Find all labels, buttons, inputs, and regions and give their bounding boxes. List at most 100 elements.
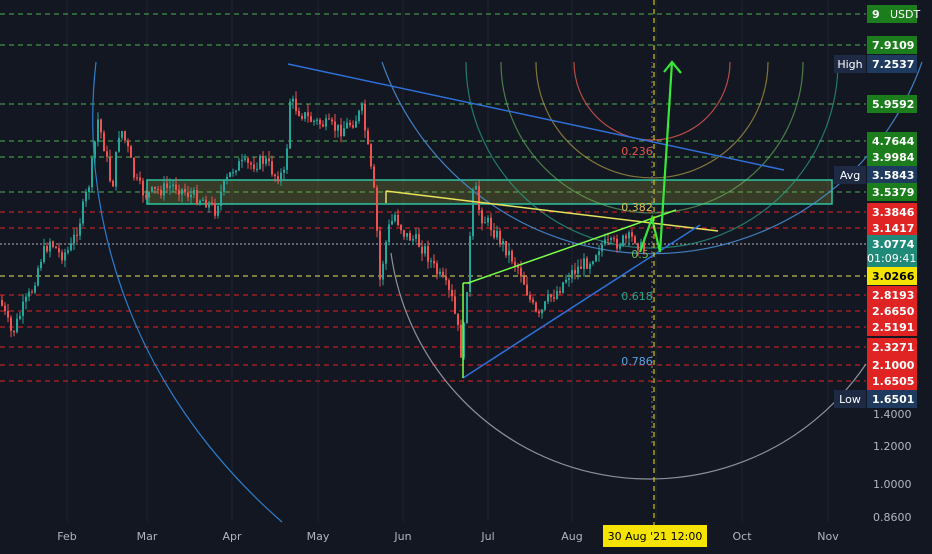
- candle-body: [373, 166, 375, 188]
- price-tag-value: 9: [872, 8, 880, 21]
- candle-body: [220, 191, 222, 207]
- candle-body: [133, 157, 135, 178]
- candle-body: [517, 265, 519, 268]
- candle-body: [394, 214, 396, 221]
- candle-body: [319, 119, 321, 125]
- x-tick-label: Jun: [393, 530, 411, 543]
- candle-body: [355, 121, 357, 128]
- candle-body: [427, 246, 429, 262]
- candle-body: [184, 188, 186, 193]
- candle-body: [256, 168, 258, 170]
- candle-body: [217, 206, 219, 216]
- candle-body: [46, 246, 48, 252]
- candle-body: [550, 294, 552, 298]
- projection-path[interactable]: [638, 60, 682, 253]
- price-tag-label: High: [837, 58, 862, 71]
- candle-body: [250, 162, 252, 165]
- x-tick-label: Jul: [480, 530, 494, 543]
- price-tag: 3.1417: [867, 219, 917, 237]
- candle-body: [148, 191, 150, 198]
- candle-body: [274, 174, 276, 177]
- upper-trendline: [287, 63, 785, 171]
- candle-body: [328, 118, 330, 120]
- candle-body: [331, 119, 333, 122]
- price-tag-value: 1.6501: [872, 393, 914, 406]
- candle-body: [55, 246, 57, 249]
- price-tag: 1.6505: [867, 372, 917, 390]
- candle-body: [163, 183, 165, 196]
- candle-body: [520, 267, 522, 277]
- price-tag: 1.6501 Low: [834, 390, 917, 408]
- candle-body: [322, 124, 324, 127]
- candle-body: [568, 278, 570, 280]
- candle-body: [541, 309, 543, 314]
- candle-body: [301, 115, 303, 119]
- candle-body: [469, 236, 471, 292]
- candle-body: [214, 203, 216, 216]
- candle-body: [610, 238, 612, 240]
- candle-body: [598, 251, 600, 256]
- candle-body: [481, 210, 483, 224]
- candle-body: [526, 284, 528, 296]
- svg-text:30 Aug '21 12:00: 30 Aug '21 12:00: [608, 530, 703, 543]
- candle-body: [106, 151, 108, 157]
- price-tag-value: 7.9109: [872, 39, 914, 52]
- x-tick-label: Nov: [817, 530, 839, 543]
- candle-body: [337, 124, 339, 131]
- candle-body: [397, 214, 399, 225]
- candle-body: [172, 184, 174, 187]
- candle-body: [340, 124, 342, 137]
- candle-body: [385, 242, 387, 264]
- candle-body: [511, 250, 513, 262]
- fib-label-0786: 0.786: [621, 355, 653, 368]
- price-tag: 2.5191: [867, 318, 917, 336]
- x-tick-label: Mar: [137, 530, 158, 543]
- candle-body: [637, 243, 639, 250]
- candle-body: [475, 185, 477, 190]
- candle-body: [175, 184, 177, 190]
- candle-body: [31, 291, 33, 293]
- candle-body: [145, 195, 147, 198]
- candle-body: [292, 98, 294, 102]
- candle-body: [346, 122, 348, 129]
- candle-body: [634, 236, 636, 244]
- candle-body: [325, 118, 327, 127]
- candle-body: [586, 258, 588, 269]
- candle-body: [193, 190, 195, 195]
- candle-body: [595, 255, 597, 262]
- candle-body: [283, 169, 285, 173]
- candle-body: [157, 188, 159, 190]
- candle-body: [13, 330, 15, 333]
- candle-body: [1, 300, 3, 306]
- price-tag: 7.2537 High: [834, 55, 917, 73]
- candle-body: [556, 291, 558, 299]
- fib-label-0382: 0.382: [621, 201, 653, 214]
- candle-body: [127, 140, 129, 147]
- candle-body: [295, 98, 297, 112]
- candle-body: [367, 130, 369, 145]
- candle-body: [22, 301, 24, 316]
- candle-body: [436, 263, 438, 275]
- price-tag: 4.7644: [867, 132, 917, 150]
- fib-label-0236: 0.236: [621, 145, 653, 158]
- candle-body: [235, 170, 237, 173]
- fib-speed-arcs[interactable]: [92, 61, 923, 523]
- candle-body: [91, 158, 93, 188]
- candle-body: [271, 161, 273, 175]
- candle-body: [433, 260, 435, 264]
- candle-body: [25, 296, 27, 302]
- candle-body: [49, 241, 51, 252]
- candle-body: [496, 230, 498, 238]
- candle-body: [451, 290, 453, 297]
- y-tick-label: 1.2000: [873, 440, 912, 453]
- price-tag: 7.9109: [867, 36, 917, 54]
- candle-body: [64, 252, 66, 261]
- candle-body: [280, 172, 282, 182]
- green-trendline: [467, 209, 677, 284]
- candle-body: [202, 199, 204, 201]
- price-tag-value: 2.1000: [872, 359, 915, 372]
- candle-body: [142, 180, 144, 196]
- candle-body: [580, 266, 582, 269]
